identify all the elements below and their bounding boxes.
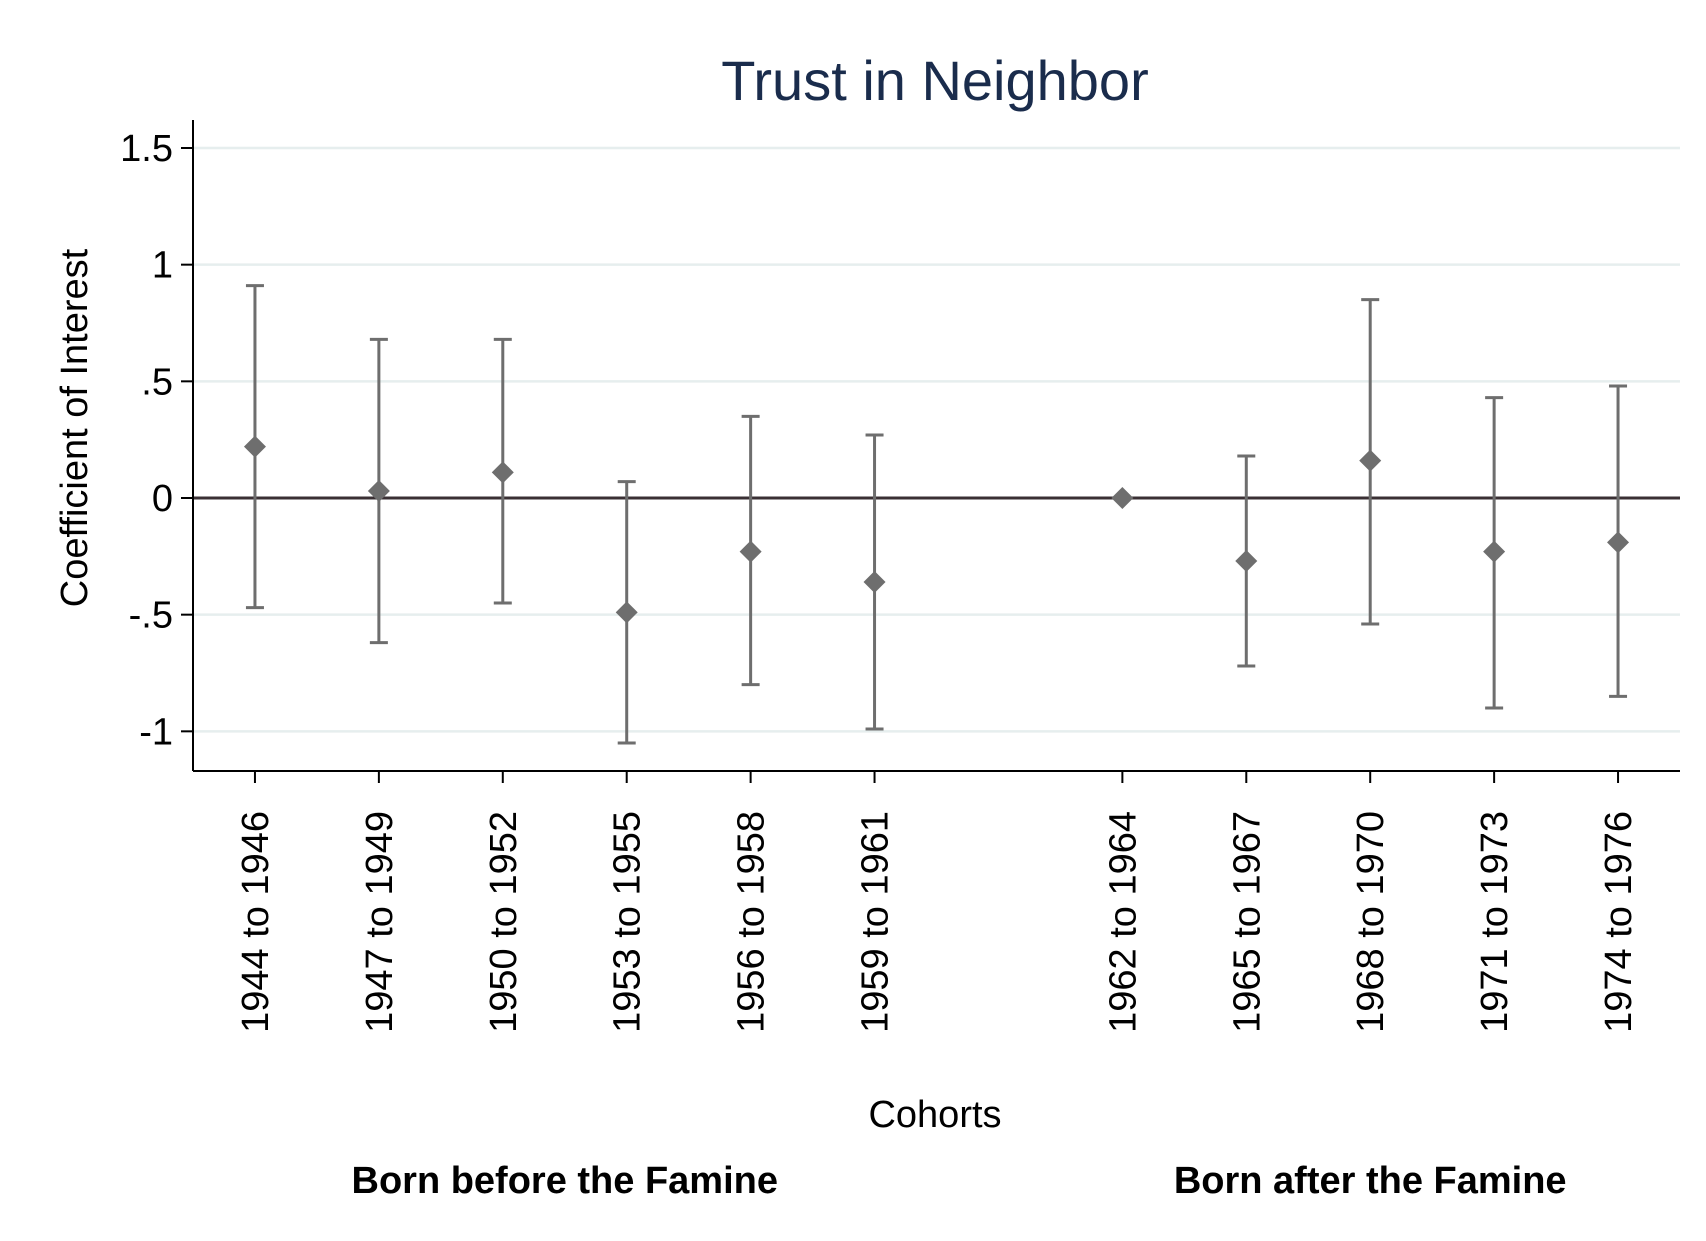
x-tick-label: 1959 to 1961 (855, 811, 897, 1033)
group-label: Born after the Famine (1174, 1160, 1567, 1202)
point-estimate-marker (863, 571, 886, 593)
y-tick-label: -.5 (129, 595, 173, 637)
x-tick-label: 1971 to 1973 (1474, 811, 1516, 1033)
point-estimate-marker (1359, 449, 1382, 472)
y-axis-label: Coefficient of Interest (54, 248, 96, 607)
chart-title: Trust in Neighbor (721, 49, 1148, 112)
group-labels: Born before the Famine Born after the Fam… (352, 1160, 1567, 1202)
grid-lines (193, 146, 1680, 733)
x-tick-label: 1968 to 1970 (1350, 811, 1392, 1033)
x-tick-label: 1974 to 1976 (1598, 811, 1640, 1033)
x-tick-label: 1944 to 1946 (235, 811, 277, 1033)
point-estimate-marker (615, 601, 638, 624)
x-tick-label: 1953 to 1955 (607, 811, 649, 1033)
point-estimate-marker (491, 461, 514, 484)
x-tick-label: 1950 to 1952 (483, 811, 525, 1033)
y-tick-label: 0 (152, 478, 173, 520)
point-estimate-marker (243, 435, 266, 458)
point-estimate-marker (1111, 487, 1134, 509)
x-axis-label: Cohorts (868, 1094, 1001, 1136)
point-estimate-marker (1483, 540, 1506, 563)
x-tick-label: 1965 to 1967 (1226, 811, 1268, 1033)
y-tick-label: 1 (152, 245, 173, 287)
point-estimate-marker (367, 480, 390, 502)
point-estimate-marker (1607, 531, 1630, 554)
y-tick-label: 1.5 (120, 128, 173, 170)
point-estimate-marker (1235, 550, 1258, 572)
x-tick-label: 1947 to 1949 (359, 811, 401, 1033)
plot-marks (243, 284, 1630, 745)
x-tick-label: 1962 to 1964 (1102, 811, 1144, 1033)
y-tick-label: .5 (141, 361, 173, 403)
x-tick-label: 1956 to 1958 (731, 811, 773, 1033)
point-estimate-marker (739, 540, 762, 563)
y-tick-label: -1 (139, 711, 173, 753)
group-label: Born before the Famine (352, 1160, 779, 1202)
